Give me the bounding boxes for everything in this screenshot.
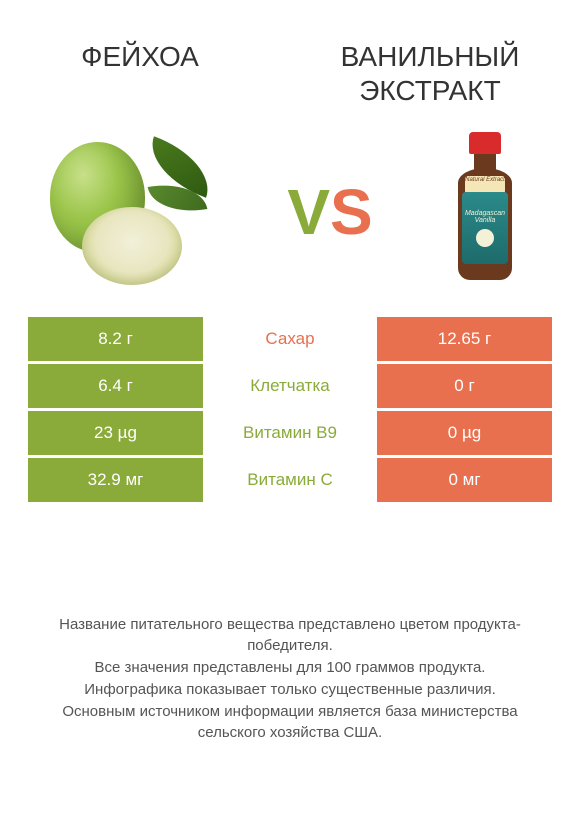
cell-left-value: 32.9 мг xyxy=(28,458,203,502)
comparison-table: 8.2 гСахар12.65 г6.4 гКлетчатка0 г23 µgВ… xyxy=(0,317,580,502)
images-row: VS Natural Extract Madagascan Vanilla xyxy=(0,127,580,317)
table-row: 8.2 гСахар12.65 г xyxy=(28,317,552,361)
cell-right-value: 0 мг xyxy=(377,458,552,502)
footer-notes: Название питательного вещества представл… xyxy=(0,614,580,745)
cell-right-value: 12.65 г xyxy=(377,317,552,361)
vanilla-bottle-icon: Natural Extract Madagascan Vanilla xyxy=(450,132,520,292)
cell-nutrient-label: Сахар xyxy=(203,317,377,361)
table-row: 32.9 мгВитамин C0 мг xyxy=(28,458,552,502)
footer-line: Инфографика показывает только существенн… xyxy=(30,679,550,701)
cell-right-value: 0 г xyxy=(377,364,552,408)
vs-v: V xyxy=(287,176,330,248)
cell-left-value: 23 µg xyxy=(28,411,203,455)
table-row: 23 µgВитамин B90 µg xyxy=(28,411,552,455)
footer-line: Название питательного вещества представл… xyxy=(30,614,550,658)
cell-nutrient-label: Витамин C xyxy=(203,458,377,502)
cell-nutrient-label: Клетчатка xyxy=(203,364,377,408)
vs-s: S xyxy=(330,176,373,248)
footer-line: Основным источником информации является … xyxy=(30,701,550,745)
product-left-image xyxy=(40,137,210,287)
vs-label: VS xyxy=(287,180,372,244)
product-left-title: ФЕЙХОА xyxy=(40,40,240,107)
product-right-title: ВАНИЛЬНЫЙ ЭКСТРАКТ xyxy=(320,40,540,107)
header: ФЕЙХОА ВАНИЛЬНЫЙ ЭКСТРАКТ xyxy=(0,0,580,127)
cell-left-value: 8.2 г xyxy=(28,317,203,361)
cell-left-value: 6.4 г xyxy=(28,364,203,408)
footer-line: Все значения представлены для 100 граммо… xyxy=(30,657,550,679)
feijoa-icon xyxy=(40,137,210,287)
product-right-image: Natural Extract Madagascan Vanilla xyxy=(450,132,520,292)
cell-right-value: 0 µg xyxy=(377,411,552,455)
cell-nutrient-label: Витамин B9 xyxy=(203,411,377,455)
table-row: 6.4 гКлетчатка0 г xyxy=(28,364,552,408)
